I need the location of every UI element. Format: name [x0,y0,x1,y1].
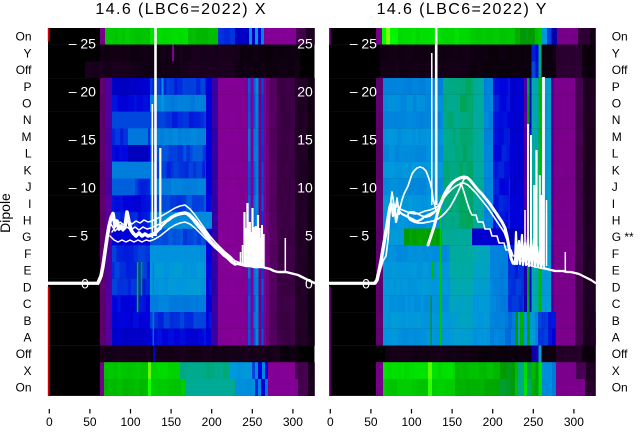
svg-text:0: 0 [305,276,313,292]
svg-text:Y: Y [612,46,620,60]
svg-text:15: 15 [80,132,96,148]
svg-text:–: – [350,35,358,51]
svg-text:M: M [22,130,32,144]
svg-text:14.6 (LBC6=2022) X: 14.6 (LBC6=2022) X [95,1,267,18]
svg-text:0: 0 [46,415,53,429]
svg-text:25: 25 [297,36,313,52]
svg-text:D: D [23,280,32,294]
svg-text:–: – [69,83,77,99]
svg-text:L: L [25,147,32,161]
svg-text:L: L [612,147,619,161]
svg-text:Off: Off [16,63,32,77]
svg-text:F: F [612,247,619,261]
svg-text:0: 0 [81,276,89,292]
svg-text:M: M [612,130,622,144]
svg-text:Off: Off [612,63,628,77]
svg-text:–: – [350,179,358,195]
svg-text:10: 10 [80,180,96,196]
svg-text:O: O [612,97,621,111]
svg-text:E: E [23,264,31,278]
svg-text:H: H [612,214,621,228]
svg-text:300: 300 [564,415,584,429]
svg-text:J: J [612,180,618,194]
svg-text:–: – [69,35,77,51]
svg-text:Off: Off [612,347,628,361]
svg-text:5: 5 [361,228,369,244]
svg-text:On: On [15,30,31,44]
svg-text:–: – [350,83,358,99]
svg-text:A: A [612,331,620,345]
svg-text:100: 100 [401,415,421,429]
svg-text:10: 10 [361,180,377,196]
svg-text:H: H [23,214,32,228]
svg-text:15: 15 [361,132,377,148]
svg-text:I: I [28,197,31,211]
svg-text:G: G [22,230,31,244]
svg-text:B: B [612,314,620,328]
svg-text:X: X [612,364,620,378]
svg-text:20: 20 [297,84,313,100]
svg-text:On: On [612,381,628,395]
svg-text:K: K [612,163,620,177]
svg-text:100: 100 [120,415,140,429]
svg-text:10: 10 [297,180,313,196]
svg-text:150: 150 [442,415,462,429]
svg-text:50: 50 [83,415,97,429]
svg-text:C: C [23,297,32,311]
svg-text:D: D [612,280,621,294]
svg-text:P: P [612,80,620,94]
svg-text:25: 25 [361,36,377,52]
svg-text:20: 20 [361,84,377,100]
svg-text:C: C [612,297,621,311]
svg-text:5: 5 [80,228,88,244]
svg-text:Off: Off [16,347,32,361]
svg-text:K: K [23,163,31,177]
svg-text:Y: Y [23,46,31,60]
svg-text:J: J [26,180,32,194]
svg-text:On: On [612,30,628,44]
svg-text:G **: G ** [612,230,634,244]
svg-text:N: N [23,113,32,127]
svg-text:200: 200 [483,415,503,429]
svg-text:50: 50 [364,415,378,429]
svg-text:15: 15 [297,132,313,148]
svg-text:20: 20 [80,84,96,100]
svg-text:A: A [23,331,31,345]
svg-text:25: 25 [80,36,96,52]
svg-text:250: 250 [523,415,543,429]
svg-text:150: 150 [161,415,181,429]
svg-text:250: 250 [242,415,262,429]
svg-text:0: 0 [362,276,370,292]
svg-text:X: X [23,364,31,378]
svg-text:14.6 (LBC6=2022) Y: 14.6 (LBC6=2022) Y [377,1,548,18]
svg-text:E: E [612,264,620,278]
svg-text:–: – [350,131,358,147]
svg-text:On: On [15,381,31,395]
svg-text:F: F [24,247,31,261]
svg-text:I: I [612,197,615,211]
svg-text:N: N [612,113,621,127]
svg-text:0: 0 [327,415,334,429]
svg-text:P: P [23,80,31,94]
svg-text:200: 200 [202,415,222,429]
svg-text:O: O [22,97,31,111]
svg-text:–: – [69,227,77,243]
svg-text:–: – [69,131,77,147]
svg-text:–: – [350,227,358,243]
svg-text:300: 300 [283,415,303,429]
svg-text:Dipole: Dipole [0,193,13,233]
svg-text:5: 5 [305,228,313,244]
svg-text:B: B [23,314,31,328]
svg-text:–: – [69,179,77,195]
